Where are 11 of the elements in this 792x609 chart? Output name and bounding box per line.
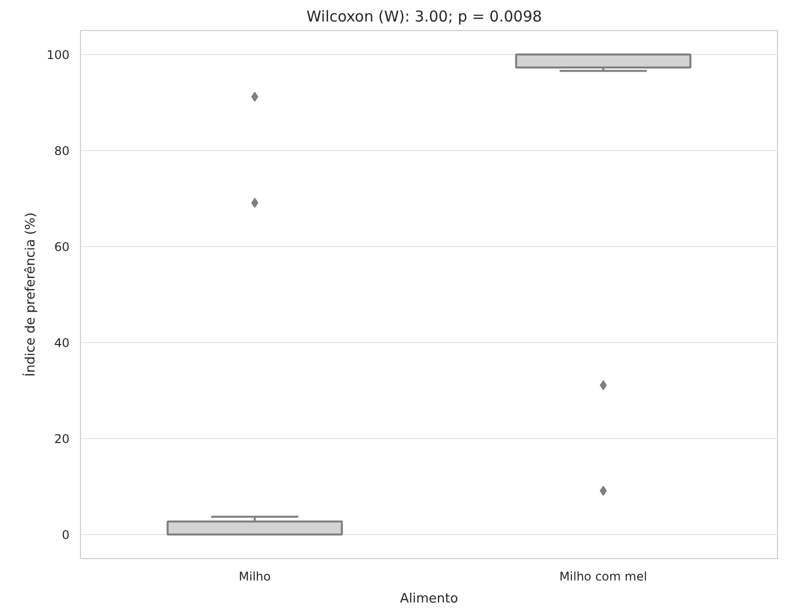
x-axis-title: Alimento	[400, 592, 458, 606]
chart-title: Wilcoxon (W): 3.00; p = 0.0098	[306, 8, 542, 26]
y-tick-label: 60	[54, 240, 70, 254]
y-axis-title: Índice de preferência (%)	[22, 212, 39, 377]
x-tick-label: Milho com mel	[559, 570, 648, 584]
y-tick-label: 100	[46, 48, 70, 62]
y-tick-label: 40	[54, 336, 70, 350]
y-tick-label: 80	[54, 144, 70, 158]
y-tick-label: 20	[54, 432, 70, 446]
y-tick-label: 0	[62, 528, 70, 542]
x-tick-label: Milho	[238, 570, 271, 584]
